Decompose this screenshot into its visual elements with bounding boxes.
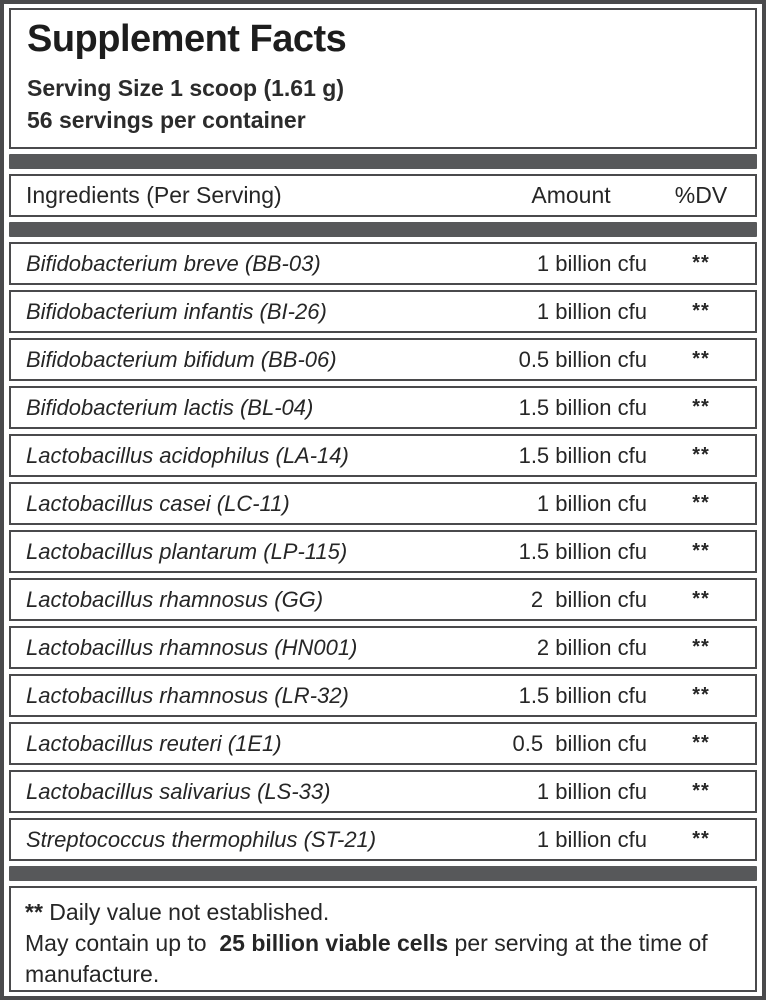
- ingredient-dv: **: [692, 300, 710, 322]
- table-row: Bifidobacterium lactis (BL-04) 1.5 billi…: [9, 386, 757, 429]
- divider-bar: [9, 866, 757, 881]
- ingredient-amount: 1 billion cfu: [536, 826, 647, 852]
- ingredient-amount: 1 billion cfu: [536, 298, 647, 324]
- table-row: Lactobacillus plantarum (LP-115) 1.5 bil…: [9, 530, 757, 573]
- table-row: Bifidobacterium infantis (BI-26) 1 billi…: [9, 290, 757, 333]
- table-row: Lactobacillus rhamnosus (LR-32) 1.5 bill…: [9, 674, 757, 717]
- ingredient-amount: 1 billion cfu: [536, 778, 647, 804]
- ingredient-dv: **: [692, 732, 710, 754]
- ingredient-name: Lactobacillus reuteri (1E1): [26, 730, 282, 756]
- ingredient-dv: **: [692, 828, 710, 850]
- table-row: Lactobacillus acidophilus (LA-14) 1.5 bi…: [9, 434, 757, 477]
- table-row: Streptococcus thermophilus (ST-21) 1 bil…: [9, 818, 757, 861]
- ingredient-dv: **: [692, 396, 710, 418]
- servings-per-container-text: 56 servings per container: [27, 106, 306, 133]
- ingredient-amount: 1.5 billion cfu: [518, 442, 647, 468]
- ingredient-dv: **: [692, 684, 710, 706]
- col-header-dv: %DV: [674, 182, 728, 208]
- ingredient-amount: 1 billion cfu: [536, 490, 647, 516]
- col-header-amount: Amount: [531, 182, 611, 208]
- footnote-viable-cells: May contain up to 25 billion viable cell…: [25, 930, 715, 987]
- ingredient-rows: Bifidobacterium breve (BB-03) 1 billion …: [9, 242, 757, 861]
- table-row: Lactobacillus salivarius (LS-33) 1 billi…: [9, 770, 757, 813]
- table-row: Lactobacillus rhamnosus (HN001) 2 billio…: [9, 626, 757, 669]
- ingredient-amount: 0.5 billion cfu: [518, 346, 647, 372]
- ingredient-name: Lactobacillus casei (LC-11): [26, 490, 290, 516]
- ingredient-amount: 1.5 billion cfu: [518, 394, 647, 420]
- ingredient-name: Lactobacillus plantarum (LP-115): [26, 538, 348, 564]
- viable-cells-bold-text: 25 billion viable cells: [219, 930, 449, 956]
- ingredient-name: Lactobacillus rhamnosus (HN001): [26, 634, 358, 660]
- footnote-daily-value: ** Daily value not established.: [25, 899, 330, 925]
- footnotes-section: ** Daily value not established. May cont…: [9, 886, 757, 992]
- ingredient-dv: **: [692, 252, 710, 274]
- col-header-ingredients: Ingredients (Per Serving): [26, 182, 282, 208]
- ingredient-name: Lactobacillus acidophilus (LA-14): [26, 442, 349, 468]
- label-title: Supplement Facts: [27, 18, 347, 60]
- ingredient-dv: **: [692, 540, 710, 562]
- divider-bar: [9, 222, 757, 237]
- ingredient-name: Lactobacillus salivarius (LS-33): [26, 778, 331, 804]
- serving-size-text: Serving Size 1 scoop (1.61 g): [27, 74, 344, 101]
- ingredient-amount: 1.5 billion cfu: [518, 682, 647, 708]
- table-header-row: Ingredients (Per Serving) Amount %DV: [9, 174, 757, 217]
- ingredient-amount: 2 billion cfu: [536, 634, 647, 660]
- ingredient-amount: 2 billion cfu: [530, 586, 647, 612]
- ingredient-name: Lactobacillus rhamnosus (LR-32): [26, 682, 349, 708]
- divider-bar: [9, 154, 757, 169]
- ingredient-name: Bifidobacterium infantis (BI-26): [26, 298, 327, 324]
- ingredient-amount: 1 billion cfu: [536, 250, 647, 276]
- ingredient-amount: 0.5 billion cfu: [512, 730, 647, 756]
- table-row: Lactobacillus casei (LC-11) 1 billion cf…: [9, 482, 757, 525]
- table-row: Bifidobacterium breve (BB-03) 1 billion …: [9, 242, 757, 285]
- ingredient-name: Lactobacillus rhamnosus (GG): [26, 586, 324, 612]
- ingredient-dv: **: [692, 588, 710, 610]
- table-row: Lactobacillus rhamnosus (GG) 2 billion c…: [9, 578, 757, 621]
- ingredient-name: Bifidobacterium lactis (BL-04): [26, 394, 314, 420]
- ingredient-name: Bifidobacterium breve (BB-03): [26, 250, 321, 276]
- footnote-asterisks: **: [25, 899, 43, 925]
- table-row: Bifidobacterium bifidum (BB-06) 0.5 bill…: [9, 338, 757, 381]
- label-header-section: Supplement Facts Serving Size 1 scoop (1…: [9, 8, 757, 149]
- ingredient-dv: **: [692, 348, 710, 370]
- ingredient-dv: **: [692, 492, 710, 514]
- ingredient-name: Bifidobacterium bifidum (BB-06): [26, 346, 337, 372]
- ingredient-dv: **: [692, 444, 710, 466]
- table-row: Lactobacillus reuteri (1E1) 0.5 billion …: [9, 722, 757, 765]
- ingredient-dv: **: [692, 780, 710, 802]
- ingredient-dv: **: [692, 636, 710, 658]
- ingredient-name: Streptococcus thermophilus (ST-21): [26, 826, 377, 852]
- ingredient-amount: 1.5 billion cfu: [518, 538, 647, 564]
